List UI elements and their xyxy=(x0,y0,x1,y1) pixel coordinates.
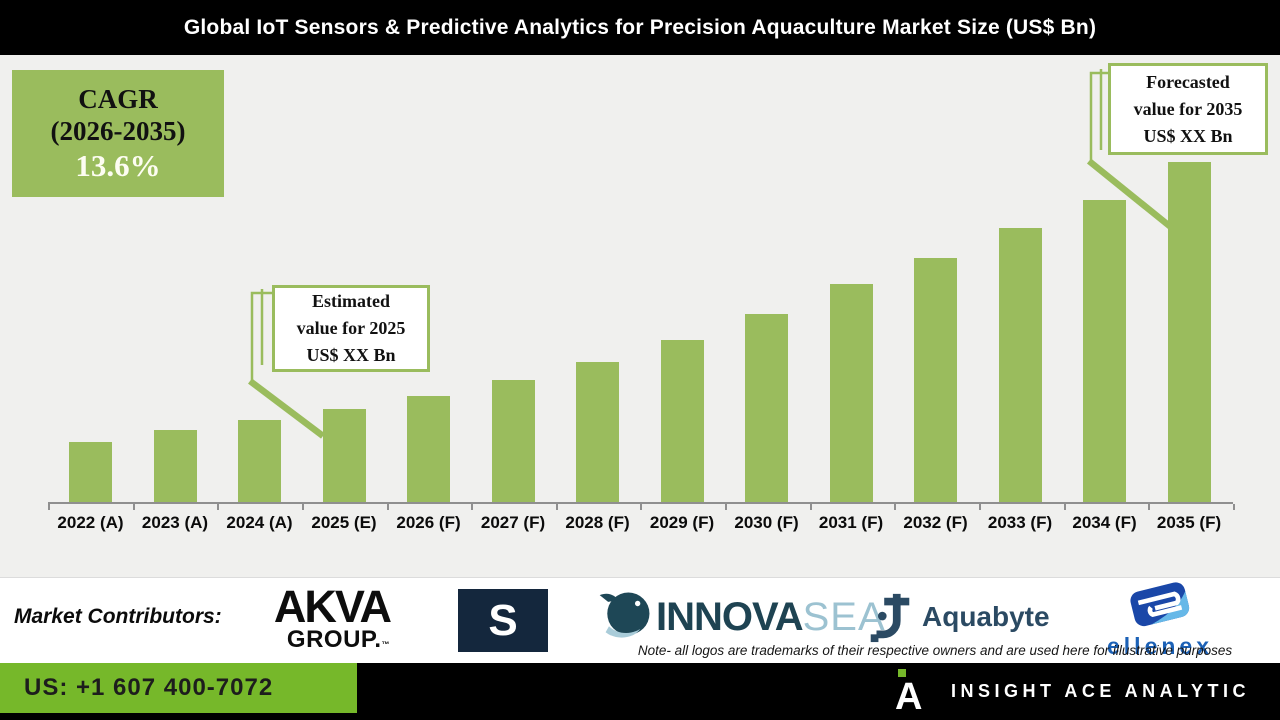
cagr-badge: CAGR (2026-2035) 13.6% xyxy=(12,70,224,197)
bar-2022 (A) xyxy=(69,442,112,502)
x-axis-label-2027 (F): 2027 (F) xyxy=(480,513,546,532)
bar-2023 (A) xyxy=(153,430,197,502)
forecasted-value-callout: Forecasted value for 2035 US$ XX Bn xyxy=(1108,63,1268,155)
bar-2026 (F) xyxy=(407,396,450,502)
market-contributors-label: Market Contributors: xyxy=(14,605,222,628)
x-axis-tick xyxy=(132,504,135,510)
bar-2024 (A) xyxy=(238,420,281,502)
estimated-callout-line3: US$ XX Bn xyxy=(306,345,396,365)
x-axis-line xyxy=(48,502,1233,504)
x-axis-label-2029 (F): 2029 (F) xyxy=(649,513,715,532)
x-axis-label-2028 (F): 2028 (F) xyxy=(565,513,630,532)
x-axis-tick xyxy=(471,504,474,510)
scaleaq-s-icon: S xyxy=(488,595,518,645)
cagr-label: CAGR xyxy=(78,83,158,114)
x-axis-tick xyxy=(555,504,558,510)
innovasea-logo: INNOVA SEA xyxy=(598,590,886,644)
akva-group-logo: AKVA GROUP.™ xyxy=(256,581,392,654)
estimated-callout-line1: Estimated xyxy=(312,291,390,311)
insightace-green-dot xyxy=(897,668,906,677)
x-axis-label-2032 (F): 2032 (F) xyxy=(903,513,968,532)
innovasea-wordmark-dark: INNOVA xyxy=(656,594,804,639)
bar-2034 (F) xyxy=(1083,200,1126,502)
x-axis-label-2025 (E): 2025 (E) xyxy=(311,513,377,532)
aquabyte-fishhook-icon xyxy=(870,593,910,643)
ellenex-logo: ellenex xyxy=(1090,581,1230,660)
footer-bar: US: +1 607 400-7072 A INSIGHT ACE ANALYT… xyxy=(0,663,1280,720)
bar-2025 (E) xyxy=(322,409,366,502)
x-axis-tick xyxy=(979,504,982,510)
x-axis-tick xyxy=(809,504,812,510)
forecasted-callout-line2: value for 2035 xyxy=(1133,98,1243,119)
x-axis-tick xyxy=(725,504,728,510)
innovasea-wordmark-light: SEA xyxy=(802,594,886,639)
x-axis-tick xyxy=(640,504,643,510)
bar-2029 (F) xyxy=(660,340,704,502)
x-axis-tick xyxy=(1148,504,1151,510)
bar-2028 (F) xyxy=(576,362,619,502)
x-axis-label-2030 (F): 2030 (F) xyxy=(734,513,799,532)
x-axis-tick xyxy=(1232,504,1235,510)
bar-2033 (F) xyxy=(998,228,1042,502)
bar-2035 (F) xyxy=(1167,162,1211,502)
market-contributors-strip: Market Contributors: AKVA GROUP.™ S INNO… xyxy=(0,577,1280,676)
ellenex-icon xyxy=(1130,582,1190,627)
x-axis-tick xyxy=(217,504,220,510)
insightace-logo-icon: A xyxy=(895,668,929,716)
estimated-callout-line2: value for 2025 xyxy=(296,318,406,338)
x-axis-tick xyxy=(1063,504,1066,510)
title-bar: Global IoT Sensors & Predictive Analytic… xyxy=(0,0,1280,55)
akva-trademark-symbol: ™ xyxy=(381,640,390,650)
bar-2031 (F) xyxy=(829,284,873,502)
x-axis-tick xyxy=(386,504,389,510)
innovasea-fish-icon xyxy=(599,592,650,638)
akva-group-text: GROUP. xyxy=(286,626,382,654)
x-axis-label-2026 (F): 2026 (F) xyxy=(396,513,461,532)
bar-2032 (F) xyxy=(914,258,957,502)
forecasted-callout-line3: US$ XX Bn xyxy=(1143,125,1233,146)
cagr-value: 13.6% xyxy=(75,148,161,184)
x-axis-label-2035 (F): 2035 (F) xyxy=(1156,513,1222,532)
x-axis-tick xyxy=(894,504,897,510)
x-axis-label-2024 (A): 2024 (A) xyxy=(226,513,293,532)
brand-name: INSIGHT ACE ANALYTIC xyxy=(950,681,1250,701)
aquabyte-wordmark: Aquabyte xyxy=(922,601,1050,632)
cagr-period: (2026-2035) xyxy=(50,115,186,146)
brand-block: A INSIGHT ACE ANALYTIC xyxy=(895,663,1250,720)
ellenex-wordmark: ellenex xyxy=(1107,633,1213,659)
x-axis-label-2033 (F): 2033 (F) xyxy=(987,513,1053,532)
bar-2027 (F) xyxy=(491,380,535,502)
x-axis-tick xyxy=(48,504,50,510)
x-axis-label-2034 (F): 2034 (F) xyxy=(1072,513,1137,532)
bar-2030 (F) xyxy=(745,314,788,502)
chart-panel: CAGR (2026-2035) 13.6% 2022 (A) 2023 (A) 2… xyxy=(0,55,1280,577)
x-axis-label-2023 (A): 2023 (A) xyxy=(141,513,209,532)
x-axis-tick xyxy=(301,504,304,510)
scaleaq-logo: S xyxy=(458,589,548,652)
forecasted-callout-line1: Forecasted xyxy=(1146,71,1230,92)
akva-wordmark: AKVA xyxy=(273,581,392,632)
x-axis-label-2031 (F): 2031 (F) xyxy=(818,513,884,532)
x-axis-label-2022 (A): 2022 (A) xyxy=(57,513,124,532)
trademark-note-line1: Note- all logos are trademarks of their … xyxy=(637,643,1233,658)
chart-title: Global IoT Sensors & Predictive Analytic… xyxy=(183,15,1097,39)
estimated-value-callout: Estimated value for 2025 US$ XX Bn xyxy=(272,285,430,372)
phone-banner: US: +1 607 400-7072 xyxy=(0,663,357,713)
phone-number: US: +1 607 400-7072 xyxy=(24,674,274,701)
aquabyte-logo: Aquabyte xyxy=(866,590,1050,644)
